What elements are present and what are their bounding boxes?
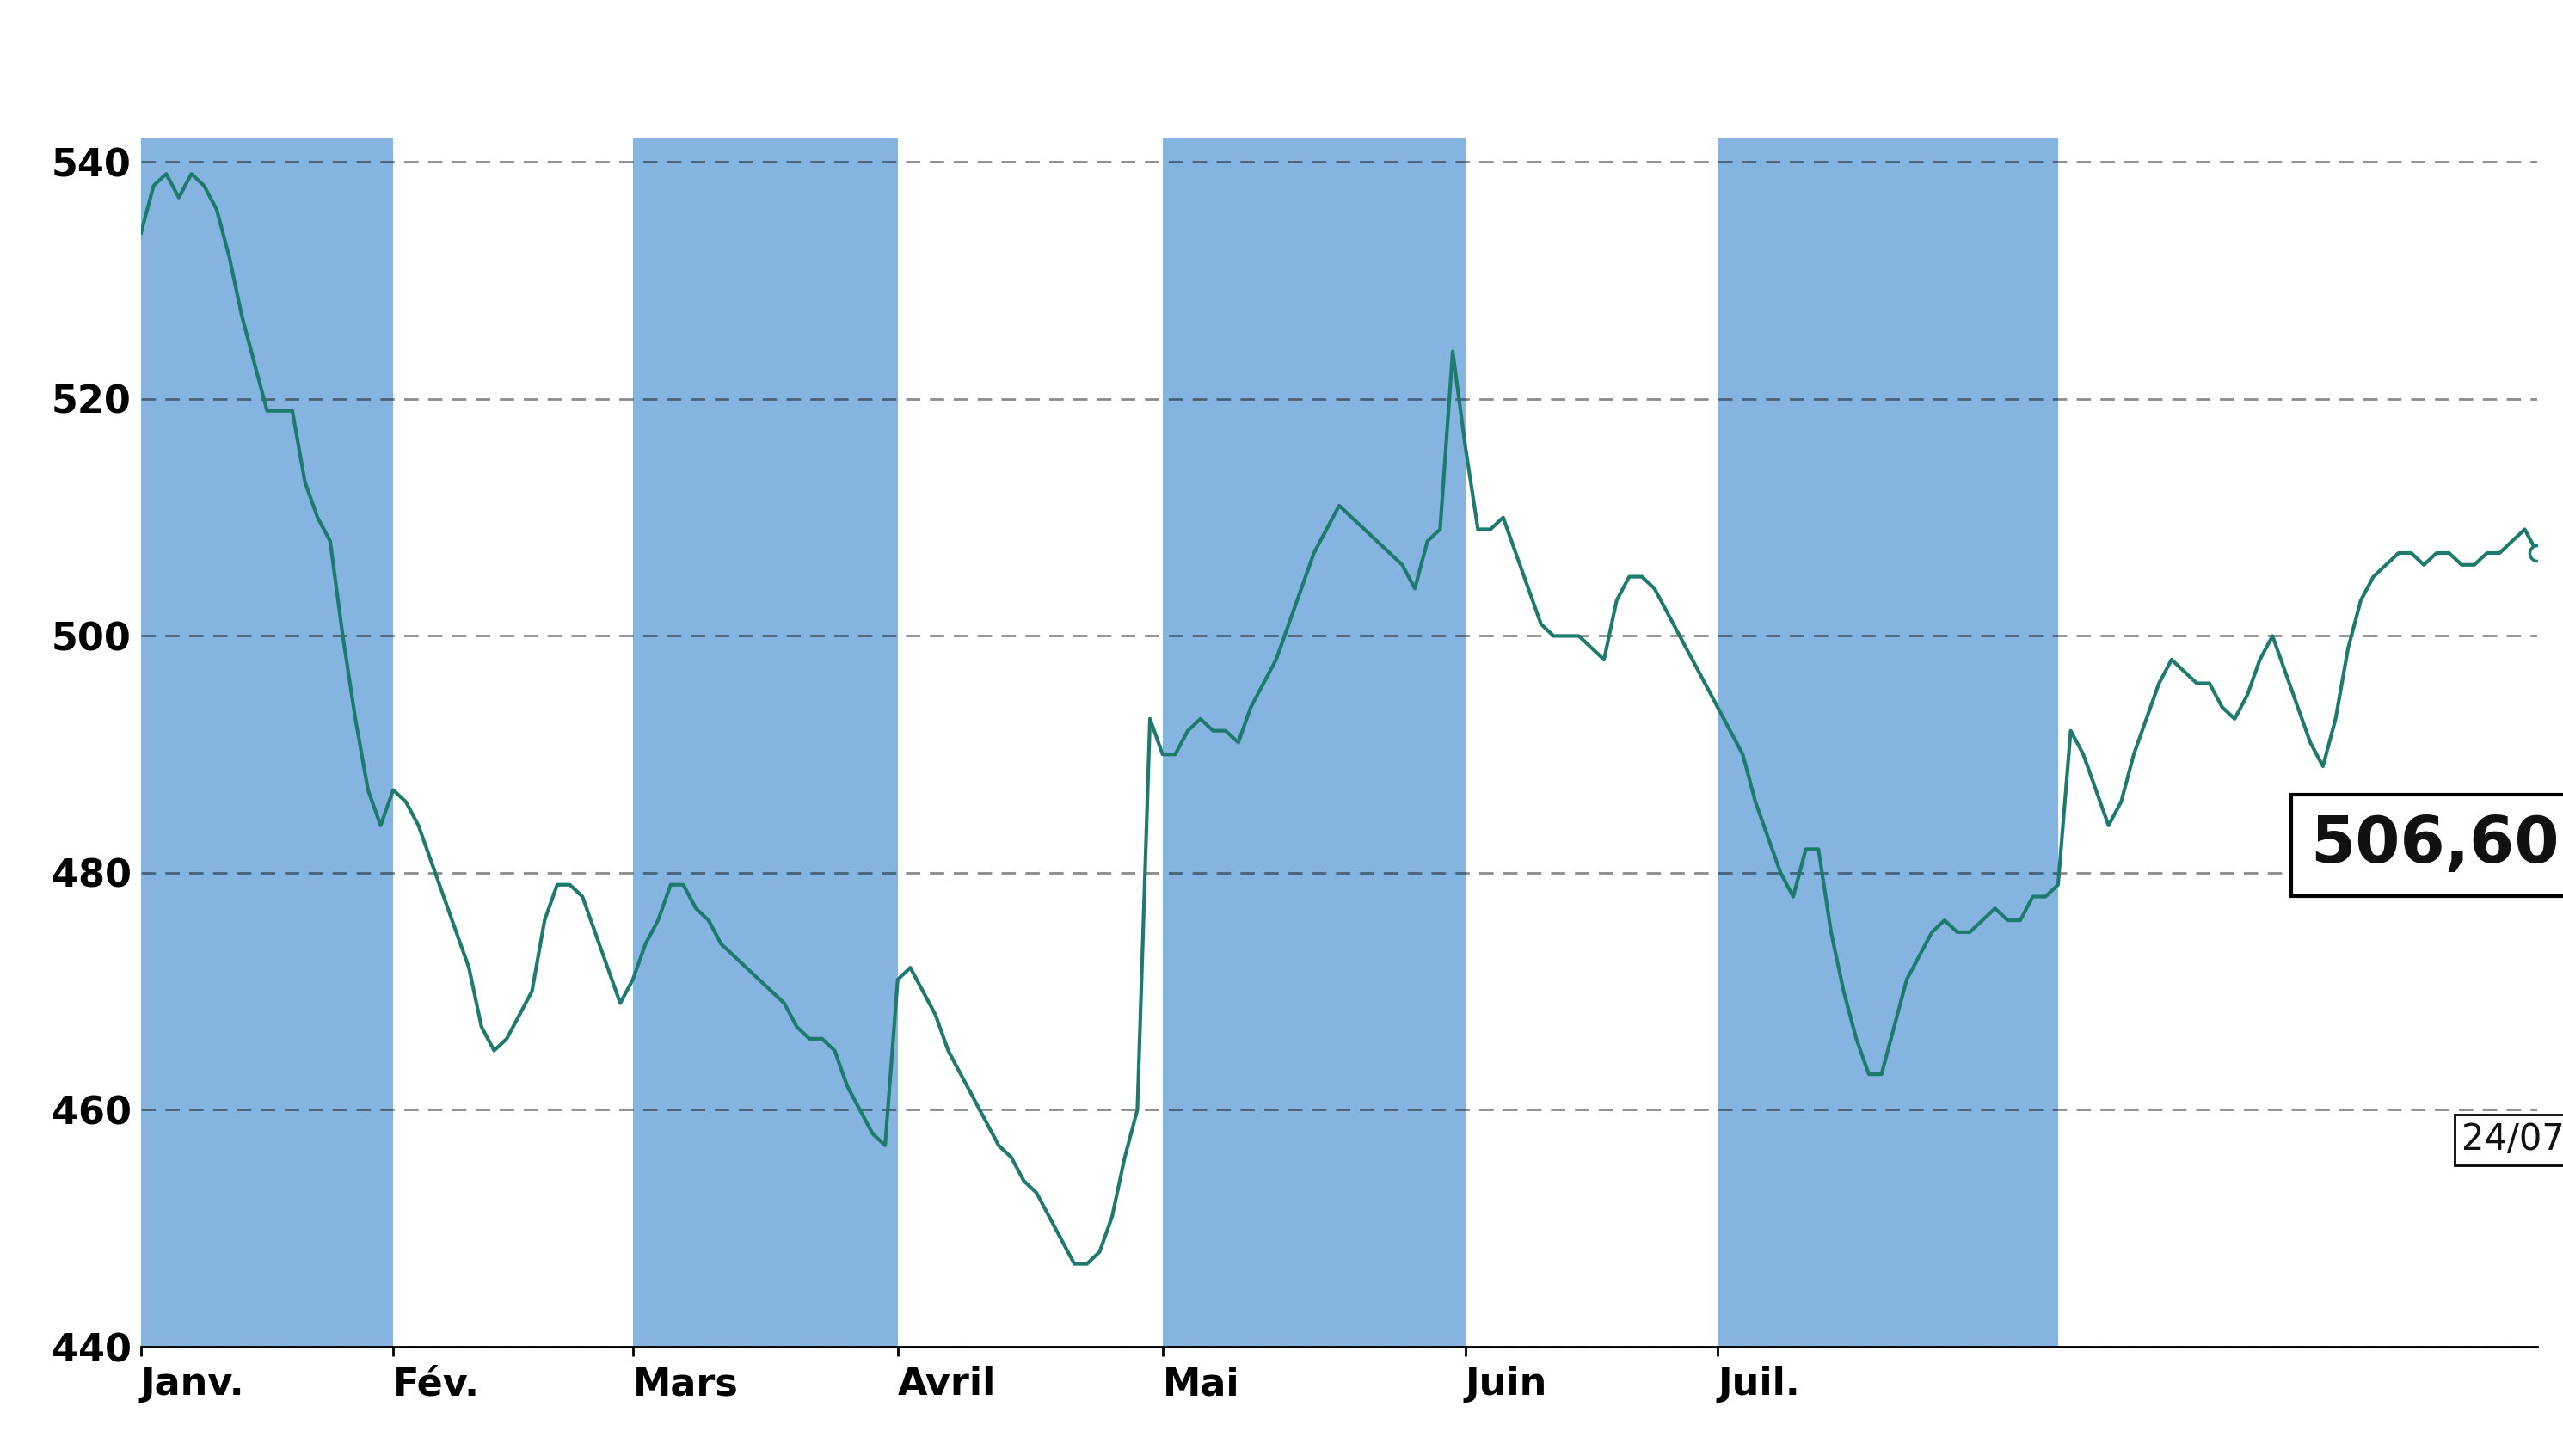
- Bar: [141, 138, 392, 1347]
- Bar: [633, 138, 897, 1347]
- Bar: [1164, 138, 1466, 1347]
- Text: Barratt Developments PLC: Barratt Developments PLC: [674, 22, 1889, 102]
- Bar: [1717, 138, 2058, 1347]
- Text: 506,60: 506,60: [2309, 814, 2560, 877]
- Text: 24/07: 24/07: [2460, 1121, 2563, 1158]
